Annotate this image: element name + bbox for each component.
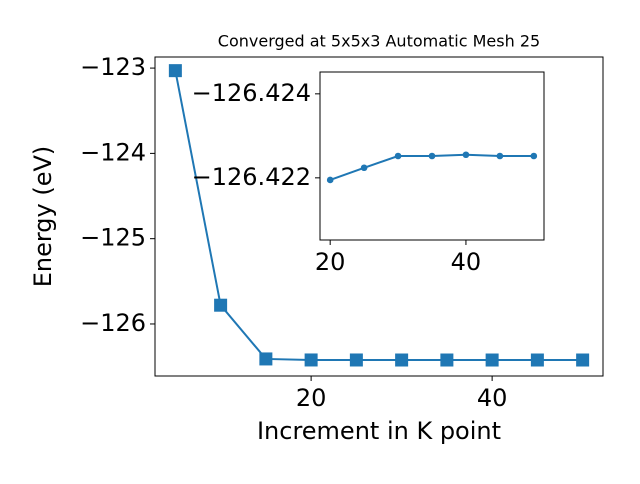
marker [462, 151, 470, 159]
axes-frame [319, 71, 545, 241]
marker [530, 152, 538, 160]
chart-title: Converged at 5x5x3 Automatic Mesh 25 [218, 32, 540, 51]
marker [259, 352, 273, 366]
y-tick-label: −126.422 [192, 163, 311, 191]
y-tick-label: −125 [80, 224, 146, 252]
x-tick-label: 40 [477, 384, 508, 412]
series-line [174, 70, 583, 362]
y-tick-label: −126 [80, 309, 146, 337]
marker [349, 353, 363, 367]
marker [496, 152, 504, 160]
y-tick-label: −126.424 [192, 79, 311, 107]
axes-frame [154, 56, 604, 377]
marker [394, 152, 402, 160]
x-axis-label: Increment in K point [257, 417, 501, 445]
x-tick-label: 40 [451, 248, 482, 276]
marker [440, 353, 454, 367]
marker [485, 353, 499, 367]
marker [304, 353, 318, 367]
marker [360, 164, 368, 172]
y-tick-label: −124 [80, 138, 146, 166]
marker [395, 353, 409, 367]
marker [576, 353, 590, 367]
marker [530, 353, 544, 367]
x-tick-label: 20 [296, 384, 327, 412]
marker [428, 152, 436, 160]
y-axis-label: Energy (eV) [29, 146, 57, 288]
marker [214, 298, 228, 312]
x-tick-label: 20 [315, 248, 346, 276]
y-tick-label: −123 [80, 53, 146, 81]
marker [168, 64, 182, 78]
marker [326, 176, 334, 184]
